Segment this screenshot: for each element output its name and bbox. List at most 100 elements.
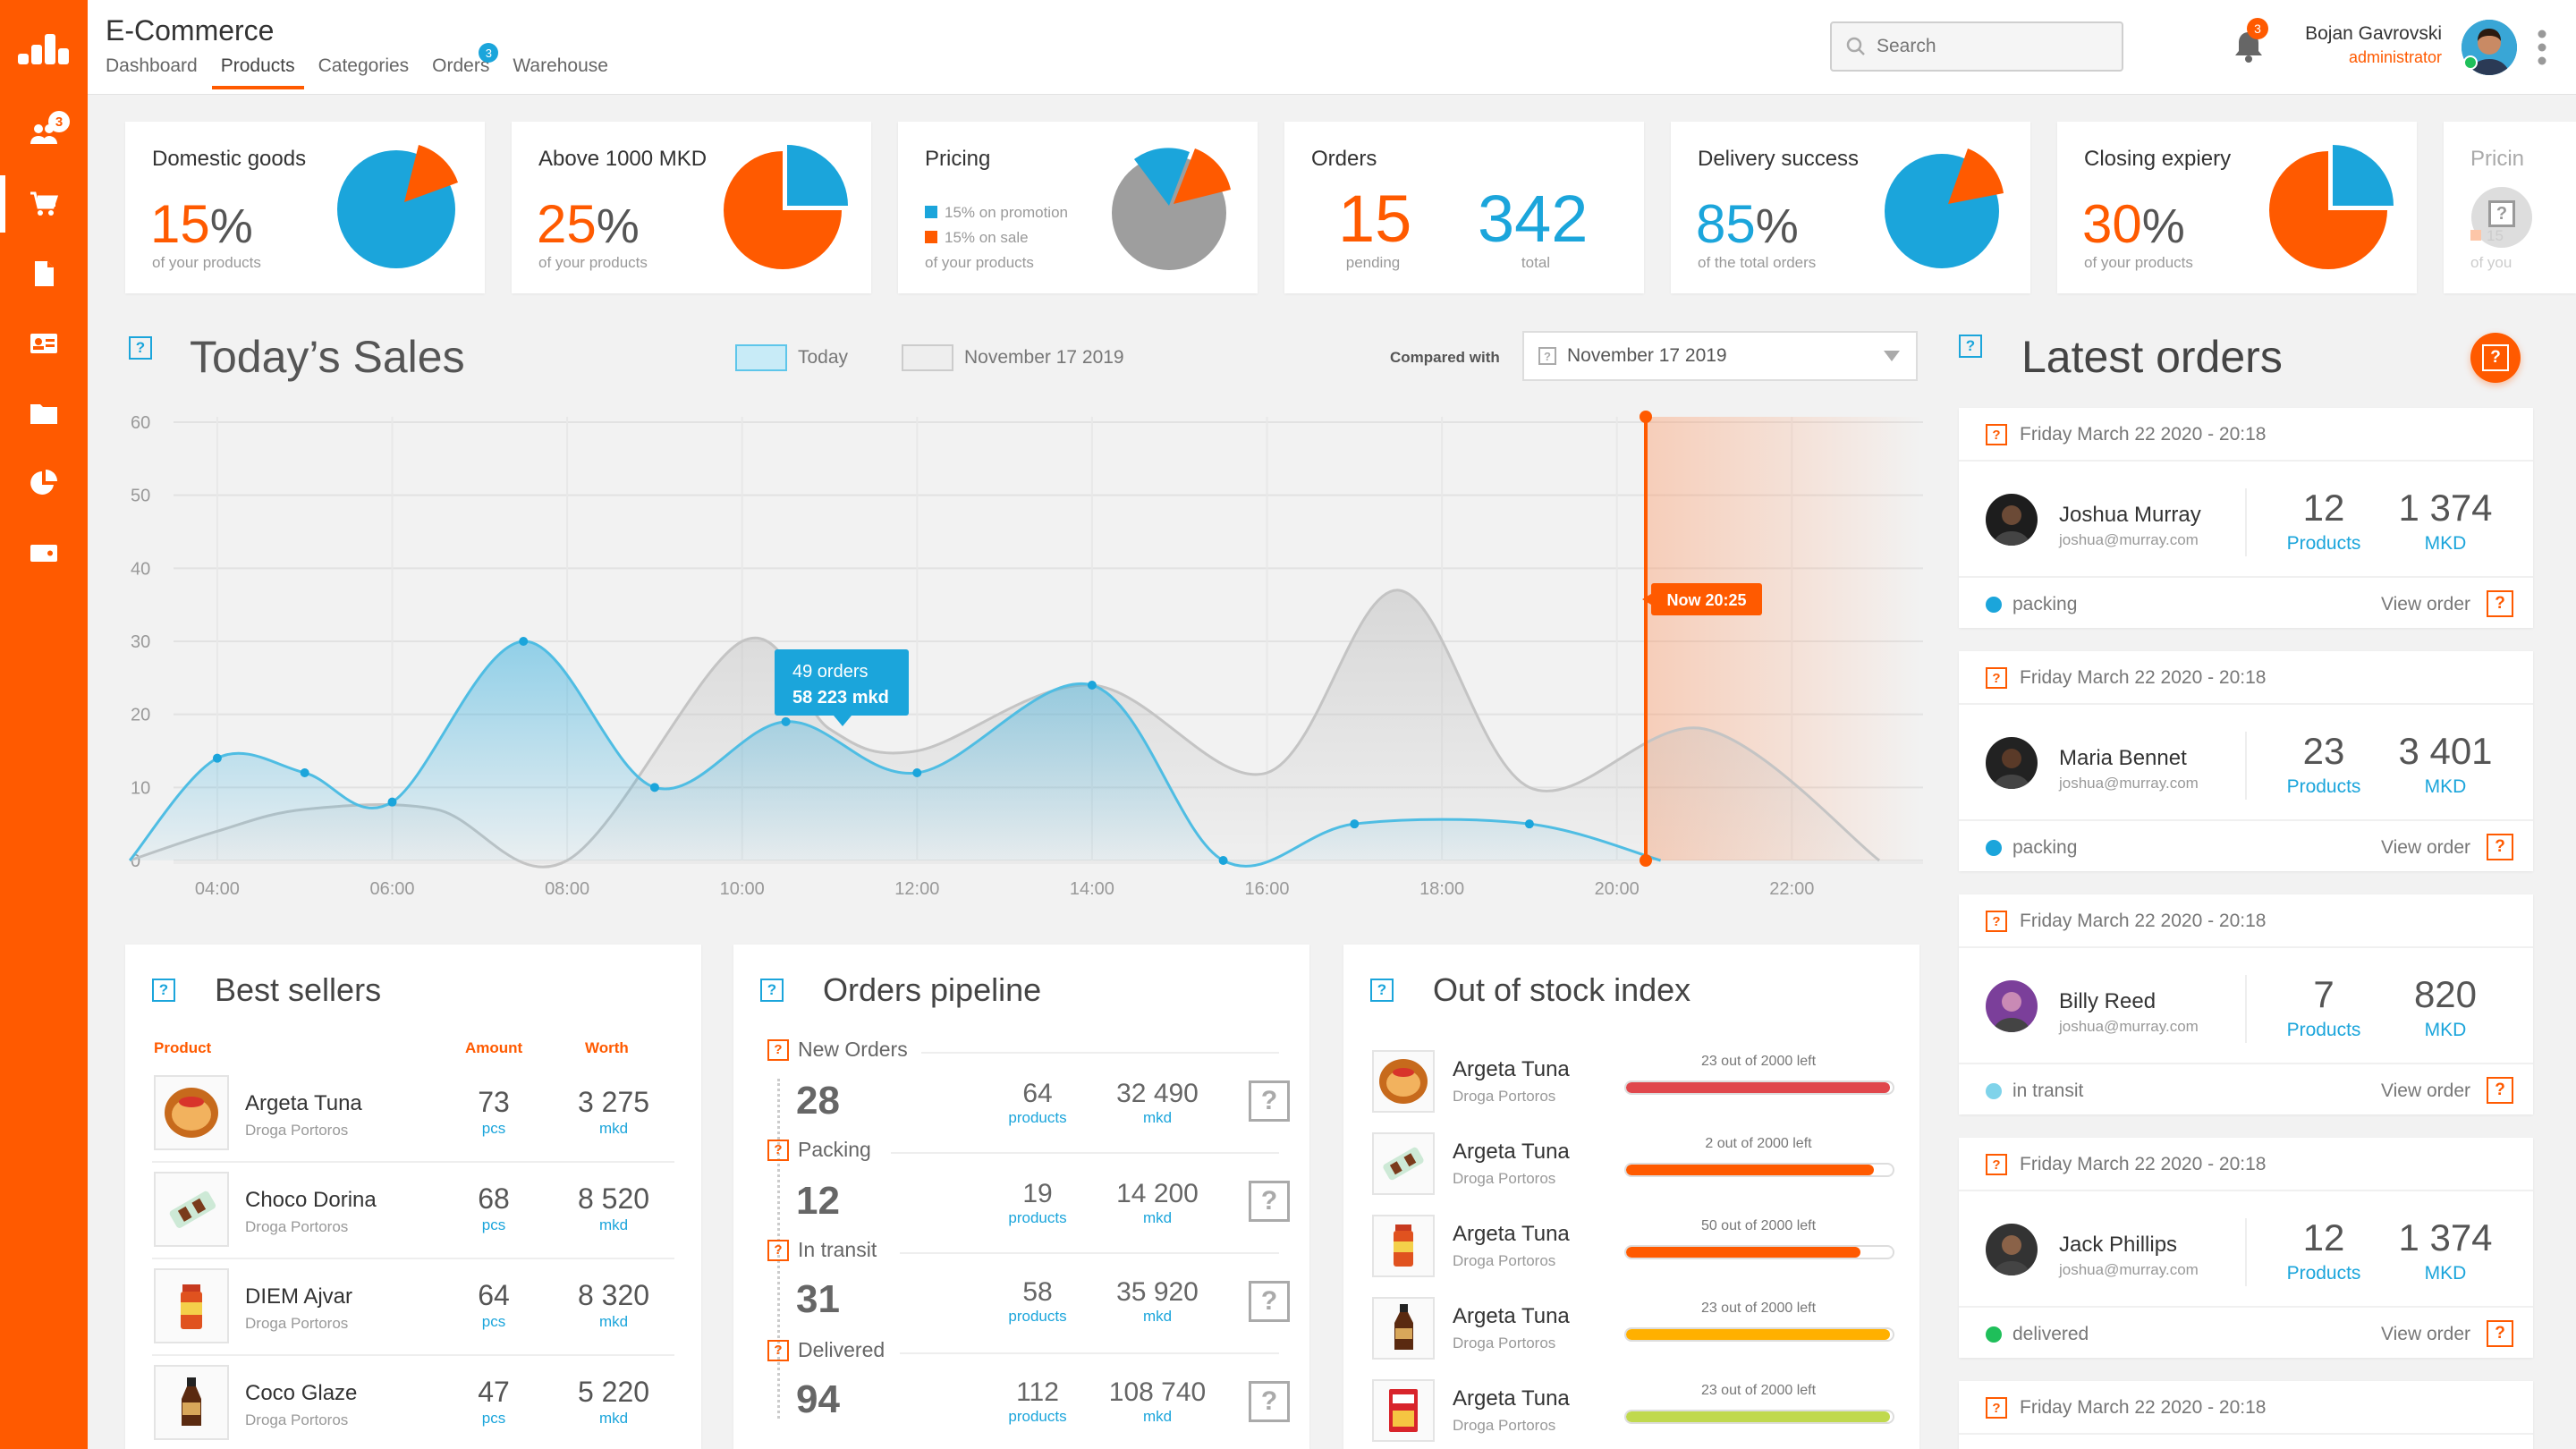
data-point[interactable] [1218,856,1228,865]
x-tick-label: 08:00 [545,879,589,899]
view-order-link[interactable]: View order [2381,1080,2470,1101]
view-order-help-button[interactable]: ? [2487,1320,2513,1347]
latest-orders-action-button[interactable]: ? [2470,333,2521,383]
stage-mkd-unit: mkd [1142,1408,1173,1425]
kpi-pricing[interactable]: Pricing 15% on promotion 15% on sale of … [898,122,1258,293]
customer-name[interactable]: Jack Phillips [2059,1233,2178,1257]
order-card[interactable]: ? Friday March 22 2020 - 20:18 [1959,1381,2533,1449]
kpi-domestic-goods[interactable]: Domestic goods 15% of your products [125,122,485,293]
data-point[interactable] [212,753,222,763]
x-tick-label: 22:00 [1769,879,1814,899]
tooltip-orders: 49 orders [792,662,869,682]
stage-help-button[interactable]: ? [1249,1381,1290,1422]
latest-orders-title: Latest orders [2021,332,2283,382]
now-line-bottom-dot [1640,854,1652,867]
stock-row[interactable]: Argeta Tuna Droga Portoros 23 out of 2000 … [1370,1043,1898,1125]
data-point[interactable] [1087,681,1097,690]
amount-value: 47 [478,1376,510,1408]
search-box[interactable] [1830,21,2123,72]
view-order-link[interactable]: View order [2381,1324,2470,1344]
help-icon[interactable]: ? [1370,979,1394,1002]
sidebar-item-folders[interactable] [0,379,88,447]
table-row[interactable]: Argeta Tuna Droga Portoros 73 pcs 3 275 … [152,1066,674,1163]
sidebar-item-contacts[interactable] [0,309,88,377]
view-order-help-button[interactable]: ? [2487,590,2513,617]
user-name[interactable]: Bojan Gavrovski [2305,23,2442,44]
sidebar-item-documents[interactable] [0,240,88,308]
divider [1959,1306,2533,1308]
data-point[interactable] [912,768,922,777]
tab-dashboard[interactable]: Dashboard [106,55,198,76]
tab-products[interactable]: Products [211,55,304,89]
data-point[interactable] [649,783,659,792]
customer-name[interactable]: Joshua Murray [2059,503,2201,527]
data-point[interactable] [1524,819,1534,829]
stock-row[interactable]: Argeta Tuna Droga Portoros 23 out of 2000 … [1370,1372,1898,1449]
kpi-pricing-partial[interactable]: Pricin ? 15 of you [2444,122,2576,293]
data-point[interactable] [1350,819,1360,829]
stage-help-button[interactable]: ? [1249,1080,1290,1122]
view-order-help-button[interactable]: ? [2487,834,2513,860]
customer-email: joshua@murray.com [2059,1261,2199,1278]
tab-orders[interactable]: Orders 3 [432,43,499,88]
pipeline-stage-label: ? In transit [767,1238,877,1262]
stock-row[interactable]: Argeta Tuna Droga Portoros 2 out of 2000 l… [1370,1125,1898,1208]
table-row[interactable]: Choco Dorina Droga Portoros 68 pcs 8 520… [152,1163,674,1259]
stage-help-button[interactable]: ? [1249,1281,1290,1322]
product-name: DIEM Ajvar [245,1284,353,1309]
data-point[interactable] [387,797,397,807]
view-order-link[interactable]: View order [2381,837,2470,858]
order-card[interactable]: ? Friday March 22 2020 - 20:18 Maria Benne… [1959,651,2533,871]
product-thumbnail [154,1172,229,1247]
legend-previous[interactable]: November 17 2019 [902,344,1124,371]
column-header-worth: Worth [585,1039,629,1056]
help-icon[interactable]: ? [152,979,175,1002]
product-thumbnail [1372,1379,1435,1442]
sidebar-item-shop[interactable] [0,170,88,238]
kpi-title: Pricing [925,147,991,171]
worth-unit: mkd [598,1216,629,1233]
tab-warehouse[interactable]: Warehouse [513,55,608,76]
order-card[interactable]: ? Friday March 22 2020 - 20:18 Jack Philli… [1959,1138,2533,1358]
help-icon[interactable]: ? [760,979,784,1002]
sidebar-item-payments[interactable] [0,519,88,587]
help-icon[interactable]: ? [1959,335,1982,358]
x-tick-label: 14:00 [1070,879,1114,899]
product-brand: Droga Portoros [245,1218,349,1235]
legend-today[interactable]: Today [735,344,848,371]
stock-row[interactable]: Argeta Tuna Droga Portoros 23 out of 2000 … [1370,1290,1898,1372]
kpi-above-1000[interactable]: Above 1000 MKD 25% of your products [512,122,871,293]
customer-name[interactable]: Billy Reed [2059,989,2157,1013]
stage-products-unit: products [1008,1109,1067,1126]
kpi-delivery-success[interactable]: Delivery success 85% of the total orders [1671,122,2030,293]
compare-date-select[interactable]: ? November 17 2019 [1522,331,1918,381]
stage-help-button[interactable]: ? [1249,1181,1290,1222]
product-thumbnail [154,1365,229,1440]
tab-categories[interactable]: Categories [318,55,410,76]
table-row[interactable]: DIEM Ajvar Droga Portoros 64 pcs 8 320 m… [152,1259,674,1356]
worth-unit: mkd [598,1313,629,1330]
more-menu-icon[interactable] [2537,27,2547,68]
worth-unit: mkd [598,1120,629,1137]
kpi-value: 85% [1696,194,1799,254]
kpi-orders[interactable]: Orders 15 pending 342 total [1284,122,1644,293]
data-point[interactable] [781,716,791,726]
divider [891,1152,1279,1154]
data-point[interactable] [519,637,529,646]
app-logo-icon[interactable] [16,25,72,66]
customer-name[interactable]: Maria Bennet [2059,746,2187,770]
stock-progress-fill [1626,1165,1875,1175]
sales-title: Today’s Sales [190,332,465,382]
kpi-closing-expiry[interactable]: Closing expiery 30% of your products [2057,122,2417,293]
view-order-link[interactable]: View order [2381,594,2470,614]
help-icon[interactable]: ? [129,336,152,360]
order-card[interactable]: ? Friday March 22 2020 - 20:18 Joshua Murr… [1959,408,2533,628]
view-order-help-button[interactable]: ? [2487,1077,2513,1104]
table-row[interactable]: Coco Glaze Droga Portoros 47 pcs 5 220 m… [152,1356,674,1449]
order-card[interactable]: ? Friday March 22 2020 - 20:18 Billy Reed j… [1959,894,2533,1114]
sidebar-item-customers[interactable]: 3 [0,100,88,168]
data-point[interactable] [300,768,309,777]
stock-row[interactable]: Argeta Tuna Droga Portoros 50 out of 2000 … [1370,1208,1898,1290]
search-input[interactable] [1877,36,2109,57]
sidebar-item-reports[interactable] [0,449,88,517]
